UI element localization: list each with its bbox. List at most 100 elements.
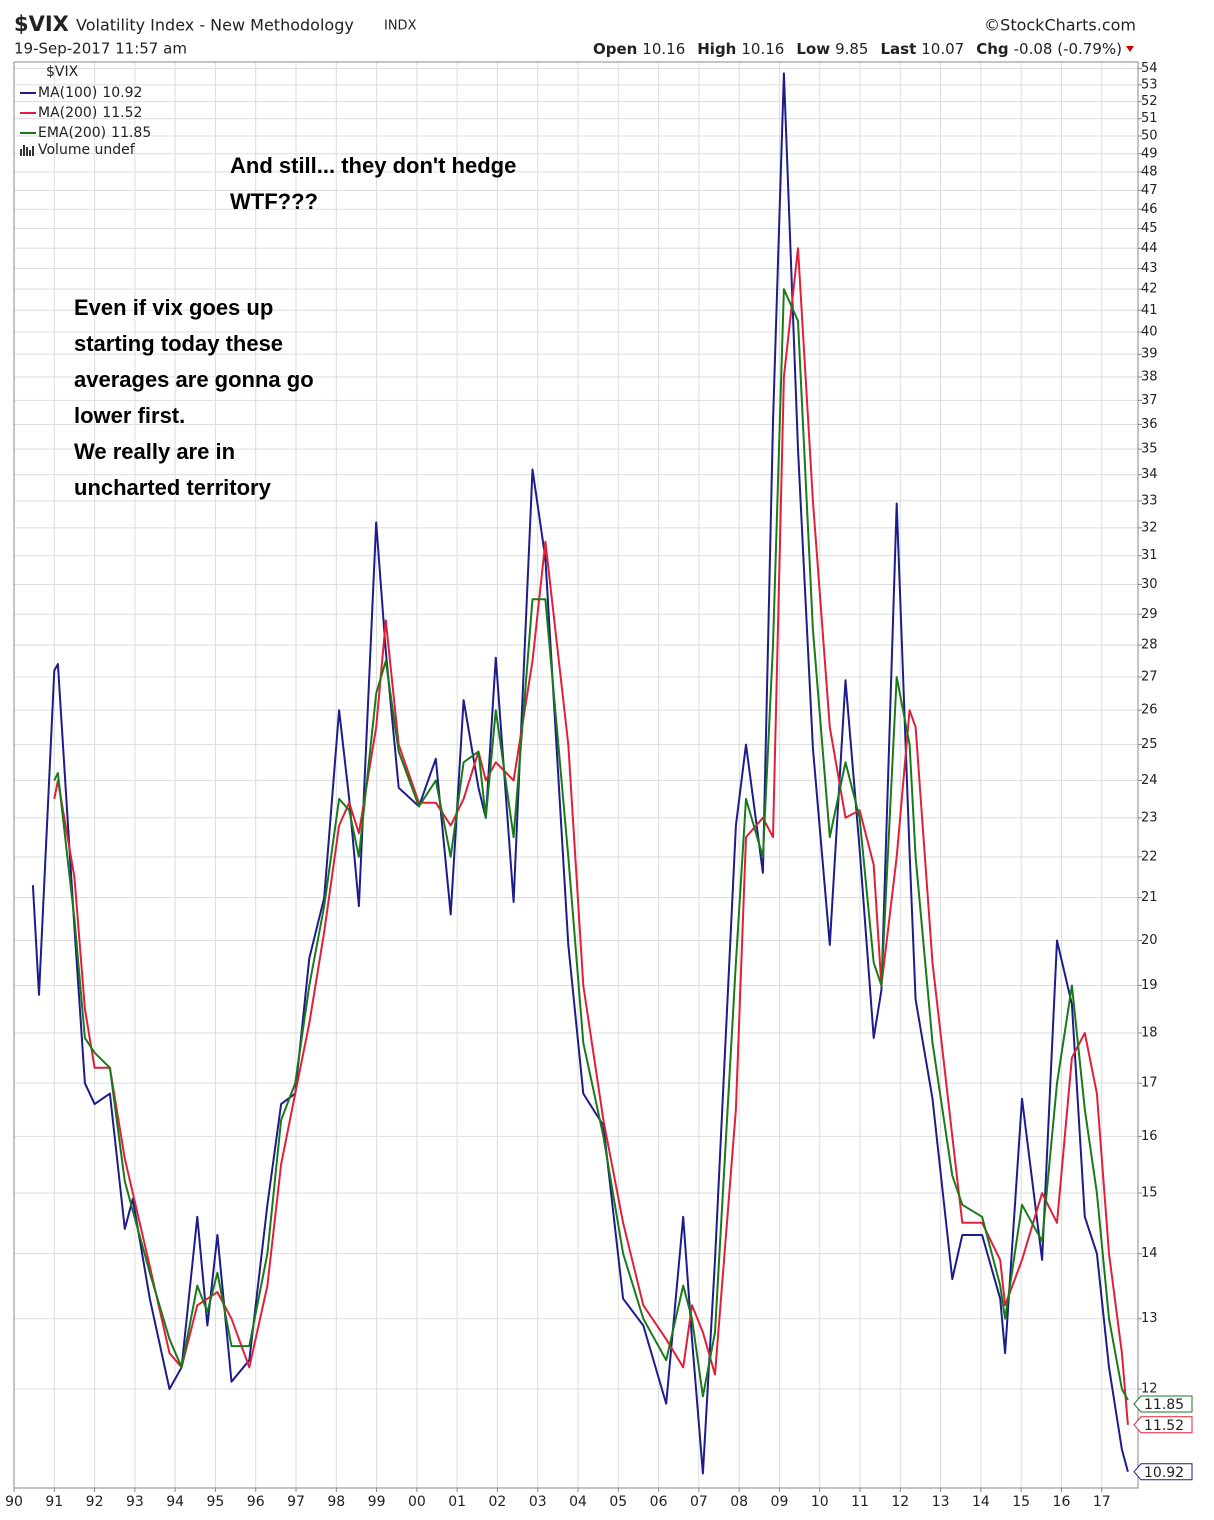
y-tick-label: 45 bbox=[1141, 221, 1158, 236]
y-tick-label: 36 bbox=[1141, 417, 1158, 432]
plot bbox=[31, 72, 1129, 1475]
last-value-box bbox=[1133, 1463, 1193, 1481]
y-tick-label: 22 bbox=[1141, 849, 1158, 864]
y-tick-label: 50 bbox=[1141, 129, 1158, 144]
annotation: starting today these bbox=[74, 331, 283, 356]
y-tick-label: 46 bbox=[1141, 202, 1158, 217]
y-tick-label: 34 bbox=[1141, 467, 1158, 482]
quote-label: Open bbox=[593, 40, 637, 58]
y-tick-label: 25 bbox=[1141, 737, 1158, 752]
date: 19-Sep-2017 11:57 am bbox=[14, 40, 187, 58]
y-tick-label: 33 bbox=[1141, 493, 1158, 508]
source: ©StockCharts.com bbox=[984, 16, 1136, 35]
last-value-label: 10.92 bbox=[1144, 1465, 1184, 1481]
x-tick-label: 12 bbox=[891, 1494, 909, 1510]
y-tick-label: 51 bbox=[1141, 111, 1158, 126]
quote-value: -0.08 (-0.79%) bbox=[1014, 40, 1122, 58]
x-tick-label: 17 bbox=[1093, 1494, 1111, 1510]
annotation: We really are in bbox=[74, 439, 235, 464]
quote-value: 10.16 bbox=[741, 40, 784, 58]
symbol: $VIX bbox=[14, 12, 69, 36]
volume-label: Volume undef bbox=[38, 142, 136, 158]
legend-name: MA(100) bbox=[38, 85, 97, 101]
x-tick-label: 16 bbox=[1053, 1494, 1071, 1510]
x-tick-label: 06 bbox=[650, 1494, 668, 1510]
x-tick-label: 03 bbox=[529, 1494, 547, 1510]
y-tick-label: 49 bbox=[1141, 146, 1158, 161]
quote: Open 10.16 High 10.16 Low 9.85 Last 10.07 Chg -0.… bbox=[593, 40, 1122, 58]
x-tick-label: 94 bbox=[166, 1494, 184, 1510]
legend-entry: MA(200) 11.52 bbox=[38, 105, 142, 121]
y-tick-label: 53 bbox=[1141, 77, 1158, 92]
last-value-box bbox=[1133, 1395, 1193, 1413]
annotation: uncharted territory bbox=[74, 475, 272, 500]
series-line bbox=[53, 247, 1129, 1425]
annotation: averages are gonna go bbox=[74, 367, 314, 392]
x-tick-label: 07 bbox=[690, 1494, 708, 1510]
x-tick-label: 99 bbox=[368, 1494, 386, 1510]
y-tick-label: 13 bbox=[1141, 1311, 1158, 1326]
y-tick-label: 38 bbox=[1141, 369, 1158, 384]
x-tick-label: 90 bbox=[5, 1494, 23, 1510]
y-tick-label: 19 bbox=[1141, 978, 1158, 993]
exchange: INDX bbox=[384, 19, 417, 34]
legend: $VIX Volume undef MA(100) 10.92 MA(200) 11.… bbox=[20, 64, 151, 158]
series-line bbox=[31, 72, 1129, 1475]
y-tick-label: 32 bbox=[1141, 520, 1158, 535]
y-tick-label: 48 bbox=[1141, 164, 1158, 179]
last-value-label: 11.52 bbox=[1144, 1418, 1184, 1434]
y-tick-label: 44 bbox=[1141, 241, 1158, 256]
y-tick-label: 42 bbox=[1141, 282, 1158, 297]
quote-label: Chg bbox=[976, 40, 1008, 58]
x-tick-label: 00 bbox=[408, 1494, 426, 1510]
y-tick-label: 35 bbox=[1141, 442, 1158, 457]
series-line bbox=[53, 288, 1129, 1401]
x-tick-label: 11 bbox=[851, 1494, 869, 1510]
y-tick-label: 12 bbox=[1141, 1381, 1158, 1396]
y-tick-label: 23 bbox=[1141, 810, 1158, 825]
x-tick-label: 02 bbox=[489, 1494, 507, 1510]
y-tick-label: 41 bbox=[1141, 303, 1158, 318]
x-tick-label: 15 bbox=[1012, 1494, 1030, 1510]
y-tick-label: 52 bbox=[1141, 94, 1158, 109]
y-tick-label: 15 bbox=[1141, 1186, 1158, 1201]
y-tick-label: 54 bbox=[1141, 61, 1158, 76]
annotation: Even if vix goes up bbox=[74, 295, 273, 320]
y-tick-label: 20 bbox=[1141, 933, 1158, 948]
y-tick-label: 29 bbox=[1141, 607, 1158, 622]
y-tick-label: 14 bbox=[1141, 1246, 1158, 1261]
x-tick-label: 97 bbox=[287, 1494, 305, 1510]
chart-title: Volatility Index - New Methodology bbox=[76, 16, 354, 35]
quote-label: High bbox=[697, 40, 736, 58]
y-tick-label: 27 bbox=[1141, 670, 1158, 685]
y-tick-label: 18 bbox=[1141, 1025, 1158, 1040]
y-tick-label: 24 bbox=[1141, 773, 1158, 788]
x-tick-label: 91 bbox=[45, 1494, 63, 1510]
x-tick-label: 93 bbox=[126, 1494, 144, 1510]
x-tick-label: 14 bbox=[972, 1494, 990, 1510]
annotations: And still... they don't hedge WTF??? Even … bbox=[74, 153, 516, 500]
legend-value: 10.92 bbox=[102, 85, 142, 101]
quote-value: 10.07 bbox=[921, 40, 964, 58]
y-tick-label: 31 bbox=[1141, 548, 1158, 563]
x-tick-label: 98 bbox=[327, 1494, 345, 1510]
legend-entry: MA(100) 10.92 bbox=[38, 85, 142, 101]
x-tick-label: 95 bbox=[207, 1494, 225, 1510]
x-tick-label: 09 bbox=[771, 1494, 789, 1510]
legend-name: EMA(200) bbox=[38, 125, 106, 141]
annotation: And still... they don't hedge bbox=[230, 153, 516, 178]
x-tick-label: 92 bbox=[86, 1494, 104, 1510]
down-arrow bbox=[1126, 46, 1134, 52]
x-tick-label: 05 bbox=[609, 1494, 627, 1510]
y-tick-label: 26 bbox=[1141, 703, 1158, 718]
x-tick-label: 10 bbox=[811, 1494, 829, 1510]
annotation: WTF??? bbox=[230, 189, 318, 214]
x-tick-label: 04 bbox=[569, 1494, 587, 1510]
y-tick-label: 30 bbox=[1141, 577, 1158, 592]
quote-value: 9.85 bbox=[835, 40, 868, 58]
y-tick-label: 40 bbox=[1141, 324, 1158, 339]
plot-frame bbox=[13, 61, 1139, 1489]
x-tick-label: 01 bbox=[448, 1494, 466, 1510]
x-tick-label: 13 bbox=[932, 1494, 950, 1510]
